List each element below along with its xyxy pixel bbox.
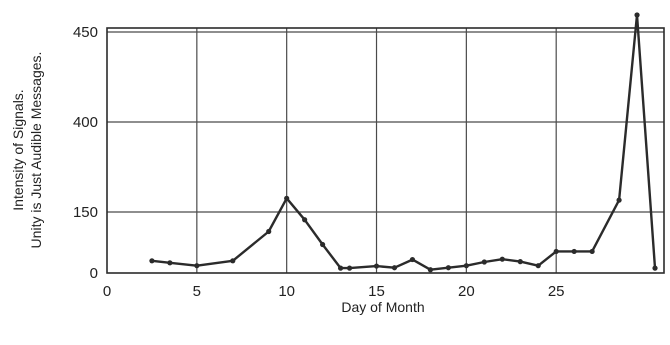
data-point bbox=[535, 263, 541, 269]
series-line bbox=[150, 13, 657, 271]
data-point bbox=[337, 265, 344, 271]
x-tick-label: 5 bbox=[193, 283, 201, 300]
x-tick-labels: 0 5 10 15 20 25 bbox=[103, 283, 565, 300]
data-point bbox=[517, 259, 523, 265]
x-tick-label: 20 bbox=[458, 283, 475, 300]
data-point bbox=[571, 248, 577, 255]
x-tick-label: 15 bbox=[368, 283, 385, 300]
y-tick-label: 400 bbox=[73, 114, 98, 131]
data-point bbox=[634, 12, 640, 18]
data-point bbox=[266, 228, 272, 235]
x-tick-label: 0 bbox=[103, 283, 111, 300]
y-axis-title-line-2: Unity is Just Audible Messages. bbox=[28, 52, 44, 249]
data-point bbox=[230, 258, 236, 264]
x-tick-label: 25 bbox=[548, 283, 565, 300]
y-axis-title-line-1: Intensity of Signals. bbox=[10, 89, 26, 210]
data-point bbox=[391, 265, 398, 271]
grid-lines bbox=[107, 28, 664, 273]
data-point bbox=[481, 259, 487, 265]
data-point bbox=[499, 256, 505, 262]
data-series bbox=[149, 12, 658, 273]
data-point bbox=[284, 195, 290, 201]
data-point bbox=[149, 258, 155, 264]
data-point bbox=[409, 256, 416, 263]
data-point bbox=[320, 241, 326, 248]
data-point bbox=[463, 263, 469, 269]
y-tick-labels: 0 150 400 450 bbox=[73, 24, 98, 282]
plot-frame bbox=[106, 27, 665, 274]
x-tick-label: 10 bbox=[278, 283, 295, 300]
data-point bbox=[167, 260, 173, 266]
data-point bbox=[373, 263, 380, 269]
data-point bbox=[616, 197, 622, 203]
x-axis-title: Day of Month bbox=[341, 299, 424, 315]
y-tick-label: 150 bbox=[73, 204, 98, 221]
data-point bbox=[553, 248, 559, 255]
y-tick-label: 0 bbox=[90, 265, 98, 282]
data-point bbox=[445, 265, 451, 271]
data-point bbox=[346, 265, 353, 271]
data-point bbox=[194, 263, 200, 269]
data-point bbox=[589, 248, 595, 255]
data-point bbox=[427, 267, 434, 273]
data-point bbox=[302, 217, 308, 223]
y-tick-label: 450 bbox=[73, 24, 98, 41]
data-point bbox=[652, 265, 658, 271]
